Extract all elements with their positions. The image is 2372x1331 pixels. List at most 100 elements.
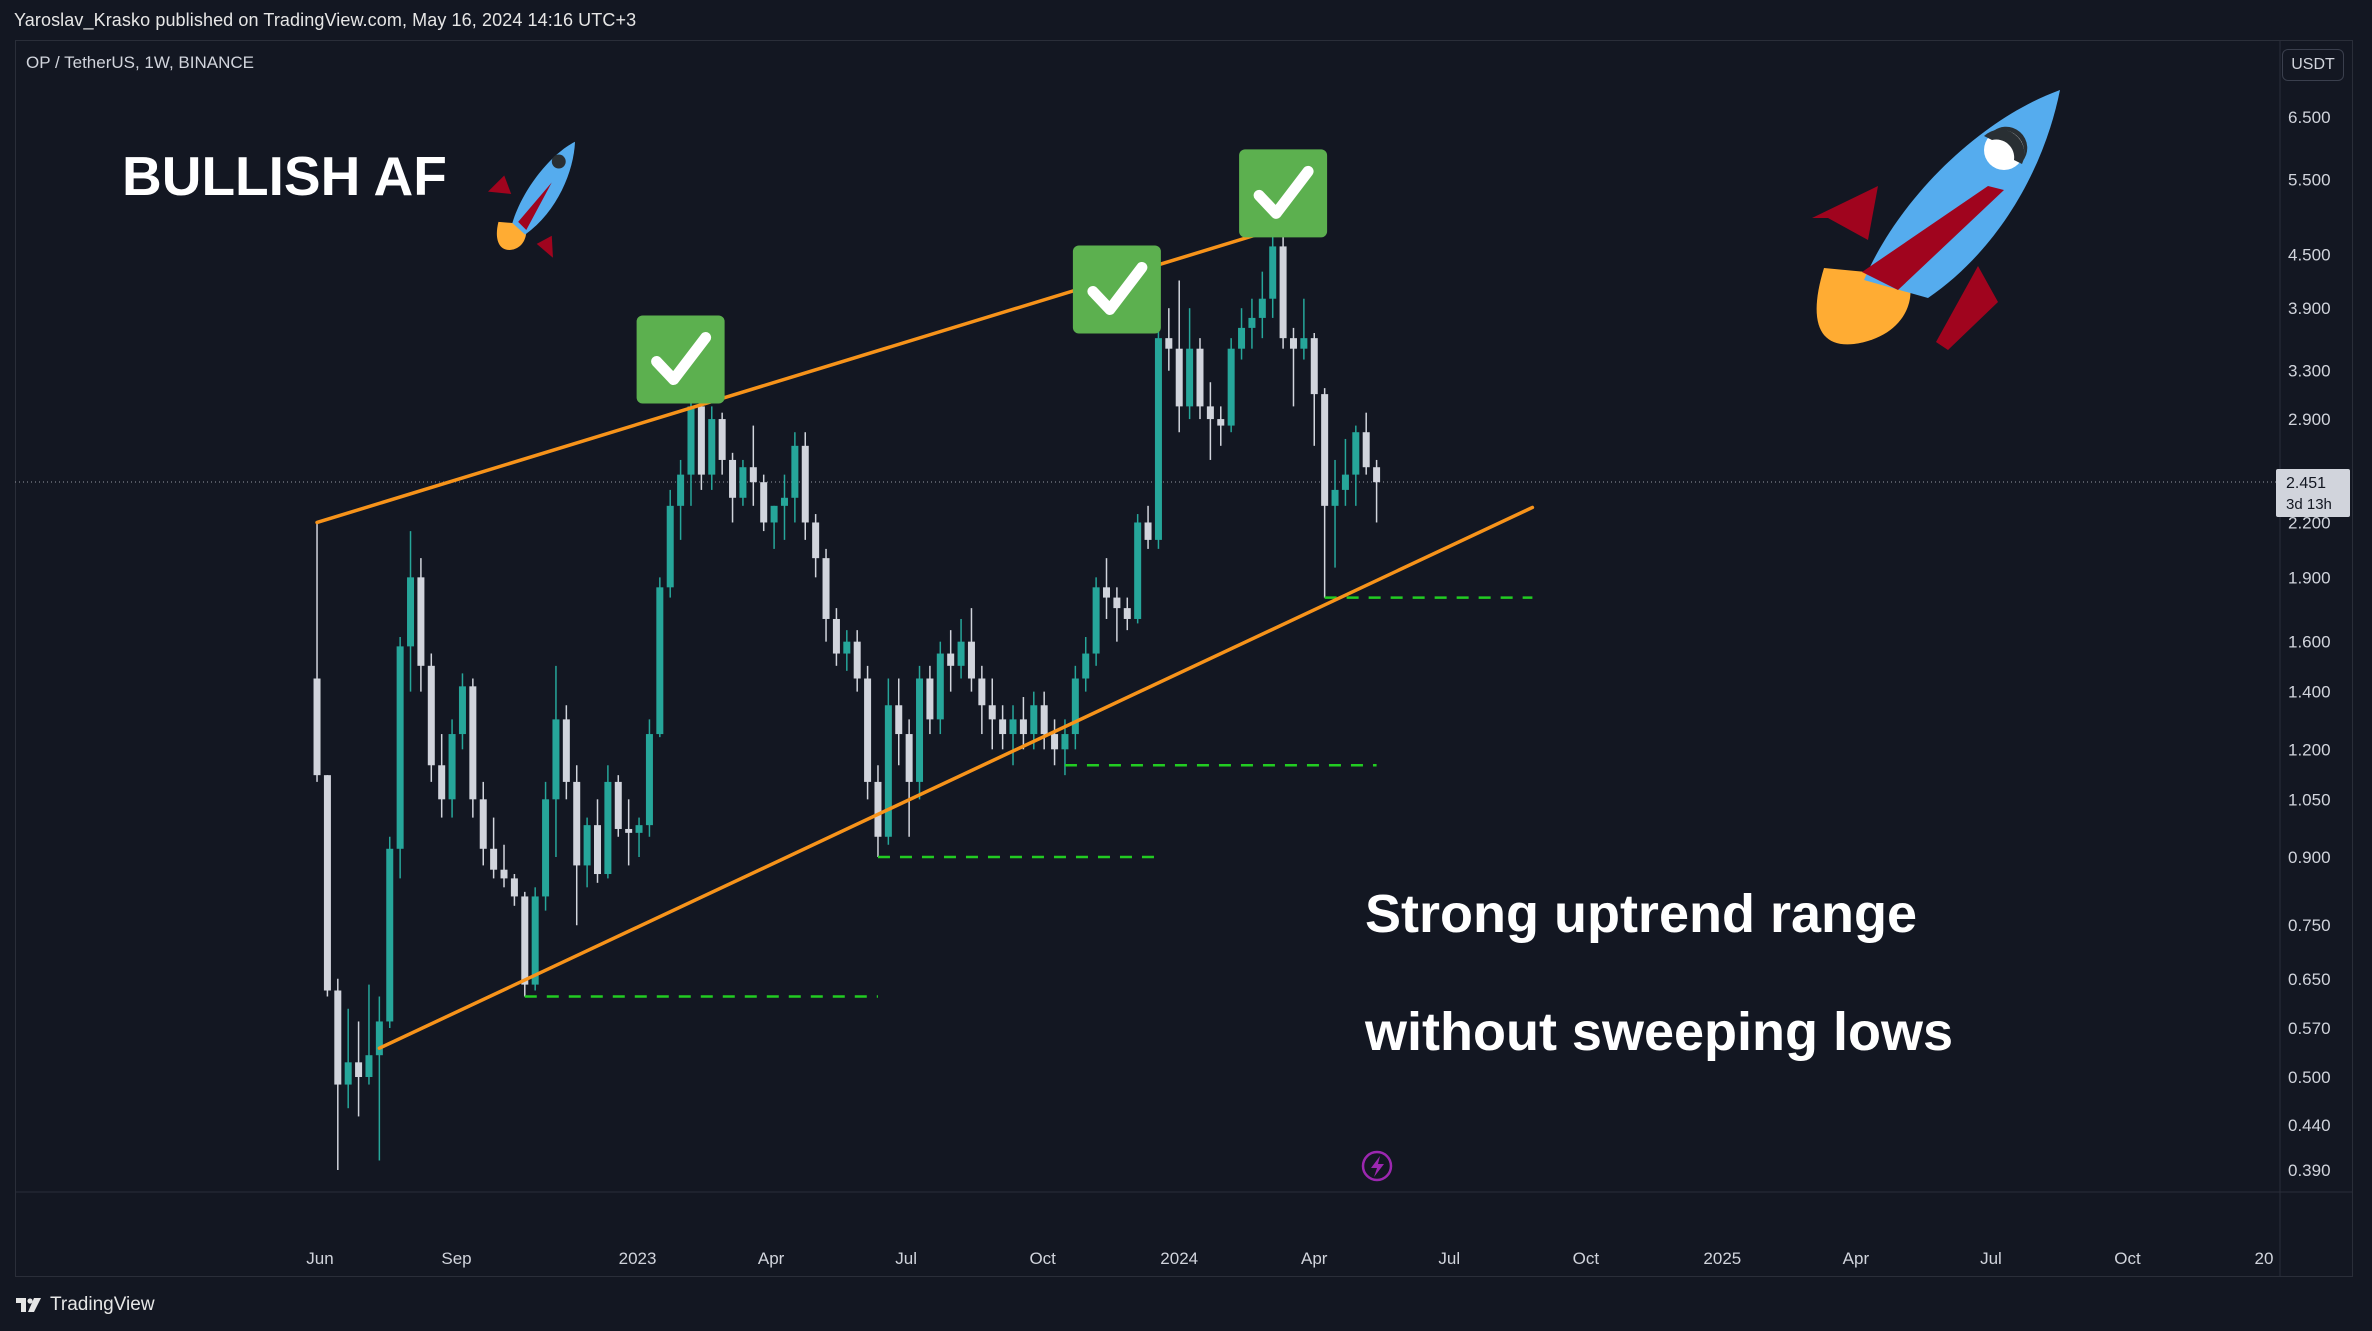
- candle: [1051, 719, 1059, 766]
- candle: [729, 452, 737, 523]
- candle: [864, 665, 872, 800]
- candle: [355, 1021, 363, 1117]
- candle: [666, 489, 674, 598]
- candle-body: [583, 825, 591, 866]
- candle-body: [510, 878, 518, 897]
- candle-body: [1009, 719, 1017, 735]
- lower-trendline: [377, 505, 1535, 1050]
- time-axis: Jun Sep 2023 Apr Jul Oct 2024 Apr Jul Oct 2025 Apr J…: [306, 1249, 2273, 1268]
- candle-body: [1165, 338, 1173, 349]
- candle: [500, 844, 508, 888]
- candle-body: [791, 445, 799, 498]
- price-tick-label: 1.050: [2288, 790, 2331, 809]
- candle-body: [708, 419, 716, 475]
- candle-body: [843, 641, 851, 654]
- candle-body: [645, 734, 653, 826]
- candle: [926, 665, 934, 735]
- time-tick-label: Jun: [306, 1249, 333, 1268]
- candle: [1144, 505, 1152, 549]
- candle-body: [396, 646, 404, 849]
- lightning-icon[interactable]: [1361, 1150, 1393, 1182]
- candle-body: [999, 719, 1007, 735]
- candle: [905, 719, 913, 837]
- symbol-title[interactable]: OP / TetherUS, 1W, BINANCE: [26, 53, 255, 72]
- candle: [1238, 308, 1246, 360]
- candle-body: [386, 848, 394, 1022]
- candle: [874, 765, 882, 858]
- checkmark-icon: [636, 315, 725, 404]
- candle: [542, 781, 550, 911]
- candle: [365, 984, 373, 1085]
- candle: [604, 765, 612, 879]
- price-tick-label: 0.750: [2288, 916, 2331, 935]
- candle-body: [1196, 348, 1204, 407]
- candle-body: [895, 705, 903, 735]
- candle: [708, 406, 716, 490]
- candle-body: [1227, 348, 1235, 426]
- candle: [1019, 697, 1027, 750]
- candle: [469, 678, 477, 818]
- candle: [1103, 558, 1111, 619]
- checkmark-box: [1072, 245, 1161, 334]
- candle-body: [770, 505, 778, 523]
- candle-body: [355, 1062, 363, 1078]
- currency-button[interactable]: USDT: [2282, 49, 2344, 81]
- candle-body: [812, 522, 820, 559]
- candle: [334, 978, 342, 1170]
- candle-body: [1019, 719, 1027, 735]
- candle: [1123, 597, 1131, 631]
- candle: [552, 665, 560, 858]
- candle-body: [1289, 338, 1297, 349]
- candle-body: [521, 896, 529, 985]
- candle: [656, 577, 664, 738]
- time-tick-label: Sep: [441, 1249, 471, 1268]
- candle: [843, 630, 851, 671]
- candle-body: [490, 848, 498, 870]
- candle: [801, 432, 809, 540]
- candle-body: [1279, 246, 1287, 339]
- candle-body: [417, 577, 425, 666]
- candle: [1134, 514, 1142, 624]
- last-price-value: 2.451: [2286, 475, 2326, 492]
- support-lines: [524, 596, 1533, 998]
- time-tick-label: 2024: [1160, 1249, 1198, 1268]
- candle-body: [1123, 608, 1131, 619]
- candle: [344, 1008, 352, 1109]
- price-axis: 6.500 5.500 4.500 3.900 3.300 2.900 2.200 1.900…: [2288, 108, 2331, 1180]
- candle-body: [926, 678, 934, 720]
- price-tick-label: 2.200: [2288, 513, 2331, 532]
- rocket-small-icon: [488, 141, 575, 258]
- candle-body: [1341, 474, 1349, 490]
- candle-body: [1321, 394, 1329, 506]
- candle-body: [801, 445, 809, 523]
- candle: [1258, 271, 1266, 339]
- candle-body: [1248, 317, 1256, 328]
- candle-body: [884, 705, 892, 837]
- candle: [479, 781, 487, 866]
- checkmark-tick: [651, 332, 712, 386]
- candle-body: [448, 734, 456, 800]
- candle-body: [552, 719, 560, 800]
- checkmark-icon: [1239, 149, 1328, 238]
- trendlines: [315, 224, 1535, 1050]
- candle-body: [666, 505, 674, 588]
- candle: [1341, 438, 1349, 506]
- candle-body: [1030, 705, 1038, 735]
- candle: [739, 459, 747, 506]
- tradingview-footer[interactable]: TradingView: [14, 1290, 155, 1320]
- candle-body: [375, 1021, 383, 1056]
- price-tick-label: 4.500: [2288, 246, 2331, 265]
- price-tick-label: 0.570: [2288, 1019, 2331, 1038]
- candle: [458, 673, 466, 750]
- price-tick-label: 5.500: [2288, 171, 2331, 190]
- candle-body: [562, 719, 570, 782]
- candle-body: [604, 781, 612, 875]
- price-tick-label: 1.900: [2288, 568, 2331, 587]
- price-tick-label: 2.900: [2288, 410, 2331, 429]
- candle: [1279, 226, 1287, 349]
- candle: [510, 874, 518, 906]
- candle-body: [1362, 432, 1370, 468]
- candle: [594, 799, 602, 883]
- candle-body: [656, 587, 664, 735]
